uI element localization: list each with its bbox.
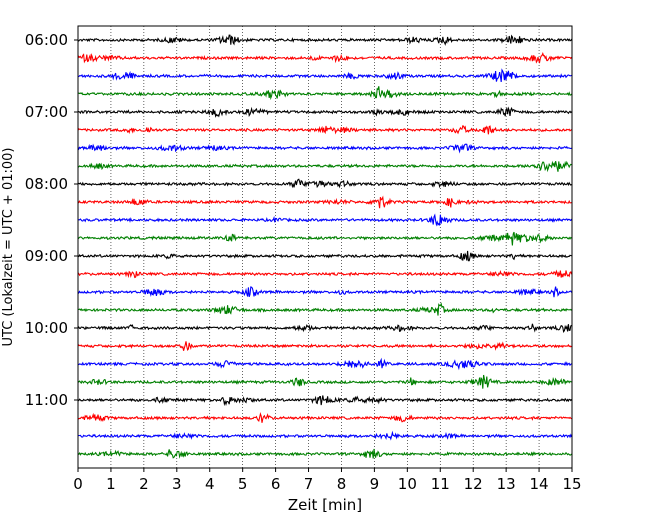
seismogram-trace [77,269,573,279]
seismogram-trace [77,143,572,154]
y-tick-label: 08:00 [25,175,68,193]
y-tick-label: 07:00 [25,103,68,121]
x-tick-label: 0 [73,475,83,493]
x-tick-label: 12 [464,475,483,493]
seismogram-trace [77,250,572,262]
y-tick-label: 10:00 [25,319,68,337]
y-axis-ticks: 06:00 07:00 08:00 09:00 10:00 11:00 [25,31,78,409]
seismogram-trace [77,395,573,407]
seismogram-trace [77,125,572,135]
seismogram-trace [77,160,572,173]
seismogram-trace [77,411,572,423]
seismogram-trace [77,51,573,64]
y-tick-label: 09:00 [25,247,68,265]
x-tick-label: 11 [431,475,450,493]
x-tick-label: 1 [106,475,116,493]
seismogram-trace [77,448,573,459]
seismogram-trace [77,34,573,46]
x-tick-label: 10 [398,475,417,493]
seismogram-trace [77,86,573,101]
seismogram-trace [77,430,573,441]
x-tick-label: 5 [238,475,248,493]
x-tick-label: 9 [370,475,380,493]
x-tick-label: 6 [271,475,281,493]
plot-background [78,26,572,468]
x-tick-label: 7 [304,475,314,493]
x-tick-label: 13 [497,475,516,493]
x-tick-label: 8 [337,475,347,493]
seismogram-trace [77,357,572,371]
seismogram-trace [77,302,573,316]
seismogram-traces [77,34,573,459]
y-tick-label: 11:00 [25,391,68,409]
seismogram-trace [77,323,572,333]
x-axis-label: Zeit [min] [288,496,362,514]
seismogram-trace [77,213,573,227]
x-tick-label: 3 [172,475,182,493]
seismogram-trace [77,374,572,389]
y-tick-label: 06:00 [25,31,68,49]
plot-frame [77,25,573,469]
seismogram-trace [77,286,573,298]
seismogram-trace [77,68,572,83]
y-axis-label: UTC (Lokalzeit = UTC + 01:00) [1,148,16,347]
x-tick-label: 14 [530,475,549,493]
x-tick-label: 2 [139,475,149,493]
x-tick-label: 4 [205,475,215,493]
x-tick-label: 15 [562,475,581,493]
seismogram-trace [77,231,572,246]
seismogram-trace [77,178,572,189]
seismogram-trace [77,106,572,118]
seismogram-trace [77,195,572,209]
x-axis-ticks: 0 1 2 3 4 5 6 7 8 9 10 11 12 13 14 15 [73,468,582,493]
seismogram-trace [77,341,572,351]
